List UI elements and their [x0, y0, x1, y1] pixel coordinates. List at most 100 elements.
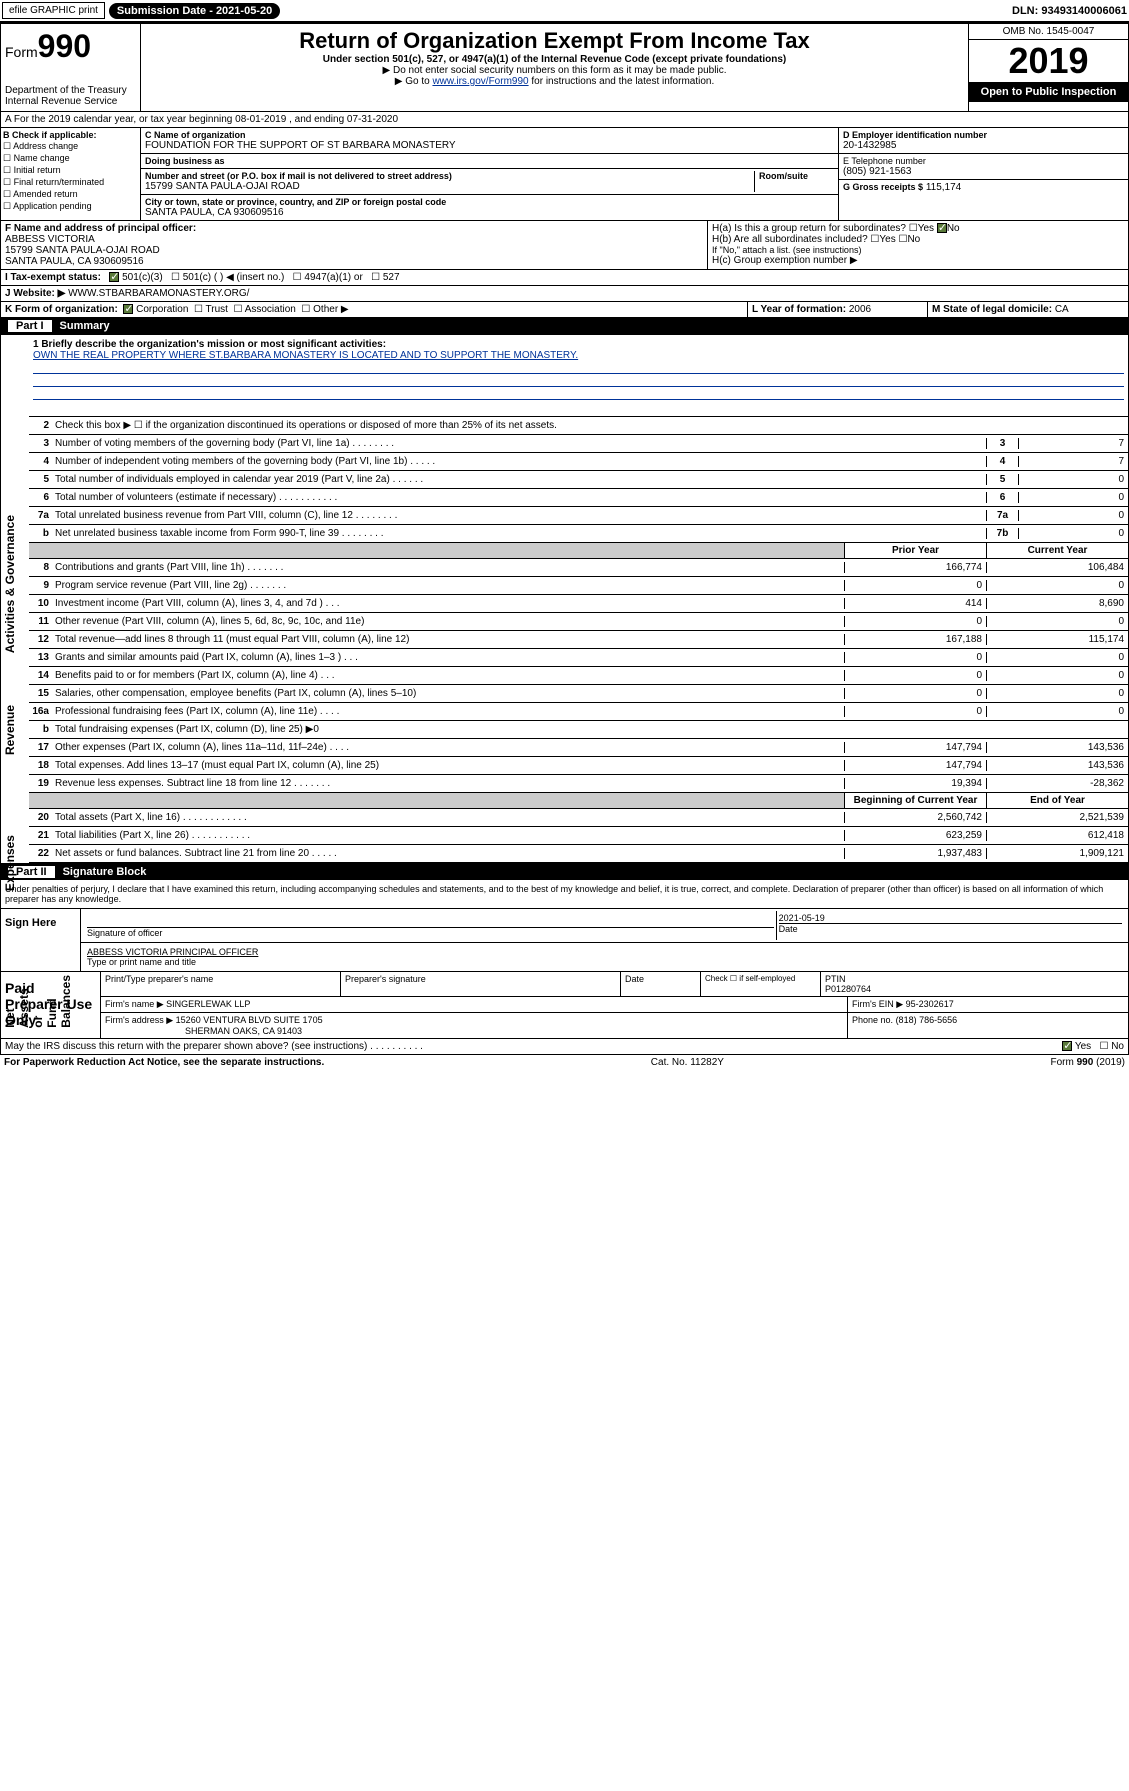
chk-final[interactable]: ☐ Final return/terminated [3, 177, 138, 188]
website-url: WWW.STBARBARAMONASTERY.ORG/ [68, 288, 249, 299]
footer-right: Form 990 (2019) [1051, 1057, 1125, 1068]
officer-name-title: ABBESS VICTORIA PRINCIPAL OFFICER [87, 947, 1122, 957]
ptin-label: PTIN [825, 974, 1124, 984]
line-20: 20Total assets (Part X, line 16) . . . .… [29, 809, 1128, 827]
dept-label: Department of the Treasury [5, 85, 136, 96]
hc: H(c) Group exemption number ▶ [712, 255, 1124, 266]
officer-name: ABBESS VICTORIA [5, 234, 703, 245]
ein: 20-1432985 [843, 140, 1124, 151]
part1-label: Part I [8, 320, 52, 332]
501c3-check [109, 272, 119, 282]
line-3: 3Number of voting members of the governi… [29, 435, 1128, 453]
org-name: FOUNDATION FOR THE SUPPORT OF ST BARBARA… [145, 140, 834, 151]
omb-number: OMB No. 1545-0047 [969, 24, 1128, 40]
chk-pending[interactable]: ☐ Application pending [3, 201, 138, 212]
chk-initial[interactable]: ☐ Initial return [3, 165, 138, 176]
firm-phone: (818) 786-5656 [896, 1015, 958, 1025]
line-7a: 7aTotal unrelated business revenue from … [29, 507, 1128, 525]
form-label: Form [5, 44, 38, 60]
line-17: 17Other expenses (Part IX, column (A), l… [29, 739, 1128, 757]
submission-date: Submission Date - 2021-05-20 [109, 3, 280, 19]
te-label: I Tax-exempt status: [5, 272, 101, 283]
ptin: P01280764 [825, 984, 1124, 994]
city: SANTA PAULA, CA 930609516 [145, 207, 834, 218]
line-5: 5Total number of individuals employed in… [29, 471, 1128, 489]
room-label: Room/suite [759, 171, 834, 181]
line-b: bTotal fundraising expenses (Part IX, co… [29, 721, 1128, 739]
prior-year-hdr: Prior Year [844, 543, 986, 558]
side-netassets: Net Assets orFund Balances [3, 975, 73, 1028]
eoy-hdr: End of Year [986, 793, 1128, 808]
line-9: 9Program service revenue (Part VIII, lin… [29, 577, 1128, 595]
firm-name: SINGERLEWAK LLP [166, 999, 250, 1009]
phone: (805) 921-1563 [843, 166, 1124, 177]
part1-body: Activities & Governance Revenue Expenses… [0, 334, 1129, 864]
form-number: 990 [38, 28, 91, 64]
footer-center: Cat. No. 11282Y [324, 1057, 1050, 1068]
line-15: 15Salaries, other compensation, employee… [29, 685, 1128, 703]
ein-label: D Employer identification number [843, 130, 1124, 140]
line-18: 18Total expenses. Add lines 13–17 (must … [29, 757, 1128, 775]
line-6: 6Total number of volunteers (estimate if… [29, 489, 1128, 507]
sign-block: Sign Here Signature of officer 2021-05-1… [0, 909, 1129, 972]
firm-addr1: 15260 VENTURA BLVD SUITE 1705 [176, 1015, 323, 1025]
info-block: B Check if applicable: ☐ Address change … [0, 128, 1129, 221]
tax-year: 2019 [969, 40, 1128, 82]
line-21: 21Total liabilities (Part X, line 26) . … [29, 827, 1128, 845]
date-label: Date [621, 972, 701, 996]
bal-header: Beginning of Current YearEnd of Year [29, 793, 1128, 809]
mission: OWN THE REAL PROPERTY WHERE ST.BARBARA M… [33, 350, 1124, 361]
side-expenses: Expenses [3, 835, 17, 891]
name-label: C Name of organization [145, 130, 834, 140]
l-val: 2006 [849, 304, 871, 315]
l-label: L Year of formation: [752, 304, 846, 315]
side-revenue: Revenue [3, 705, 17, 755]
ha-no-check [937, 223, 947, 233]
phone-label: E Telephone number [843, 156, 1124, 166]
section-a: A For the 2019 calendar year, or tax yea… [0, 112, 1129, 128]
type-name-label: Type or print name and title [87, 957, 1122, 967]
part1-header: Part I Summary [0, 318, 1129, 334]
website-row: J Website: ▶ WWW.STBARBARAMONASTERY.ORG/ [0, 286, 1129, 302]
line-12: 12Total revenue—add lines 8 through 11 (… [29, 631, 1128, 649]
efile-button[interactable]: efile GRAPHIC print [2, 2, 105, 19]
klm-row: K Form of organization: Corporation ☐ Tr… [0, 302, 1129, 318]
hb-note: If "No," attach a list. (see instruction… [712, 245, 1124, 255]
website-label: J Website: ▶ [5, 288, 65, 299]
side-activities: Activities & Governance [3, 515, 17, 653]
form-title: Return of Organization Exempt From Incom… [145, 28, 964, 54]
chk-name[interactable]: ☐ Name change [3, 153, 138, 164]
irs-link[interactable]: www.irs.gov/Form990 [432, 76, 528, 87]
inst2: ▶ Go to www.irs.gov/Form990 for instruct… [145, 76, 964, 87]
addr: 15799 SANTA PAULA-OJAI ROAD [145, 181, 754, 192]
gross-label: G Gross receipts $ [843, 182, 923, 192]
inst1: ▶ Do not enter social security numbers o… [145, 65, 964, 76]
chk-amended[interactable]: ☐ Amended return [3, 189, 138, 200]
dba-label: Doing business as [145, 156, 834, 166]
officer-addr2: SANTA PAULA, CA 930609516 [5, 256, 703, 267]
prep-name-label: Print/Type preparer's name [101, 972, 341, 996]
line-10: 10Investment income (Part VIII, column (… [29, 595, 1128, 613]
sig-date-val: 2021-05-19 [779, 913, 1122, 923]
line1-label: 1 Briefly describe the organization's mi… [33, 339, 1124, 350]
discuss-row: May the IRS discuss this return with the… [0, 1039, 1129, 1055]
officer-addr1: 15799 SANTA PAULA-OJAI ROAD [5, 245, 703, 256]
chk-address[interactable]: ☐ Address change [3, 141, 138, 152]
line-14: 14Benefits paid to or for members (Part … [29, 667, 1128, 685]
firm-phone-label: Phone no. [852, 1015, 893, 1025]
section-fh: F Name and address of principal officer:… [0, 221, 1129, 270]
corp-check [123, 304, 133, 314]
line-4: 4Number of independent voting members of… [29, 453, 1128, 471]
firm-ein-label: Firm's EIN ▶ [852, 999, 903, 1009]
paid-block: Paid Preparer Use Only Print/Type prepar… [0, 972, 1129, 1039]
perjury-text: Under penalties of perjury, I declare th… [0, 880, 1129, 909]
tax-exempt-row: I Tax-exempt status: 501(c)(3) ☐ 501(c) … [0, 270, 1129, 286]
sig-date-label: Date [779, 923, 1122, 934]
form-header: Form990 Department of the Treasury Inter… [0, 23, 1129, 112]
line-13: 13Grants and similar amounts paid (Part … [29, 649, 1128, 667]
dln-number: DLN: 93493140006061 [1012, 5, 1127, 17]
line-b: bNet unrelated business taxable income f… [29, 525, 1128, 543]
line-16a: 16aProfessional fundraising fees (Part I… [29, 703, 1128, 721]
irs-label: Internal Revenue Service [5, 96, 136, 107]
addr-label: Number and street (or P.O. box if mail i… [145, 171, 754, 181]
